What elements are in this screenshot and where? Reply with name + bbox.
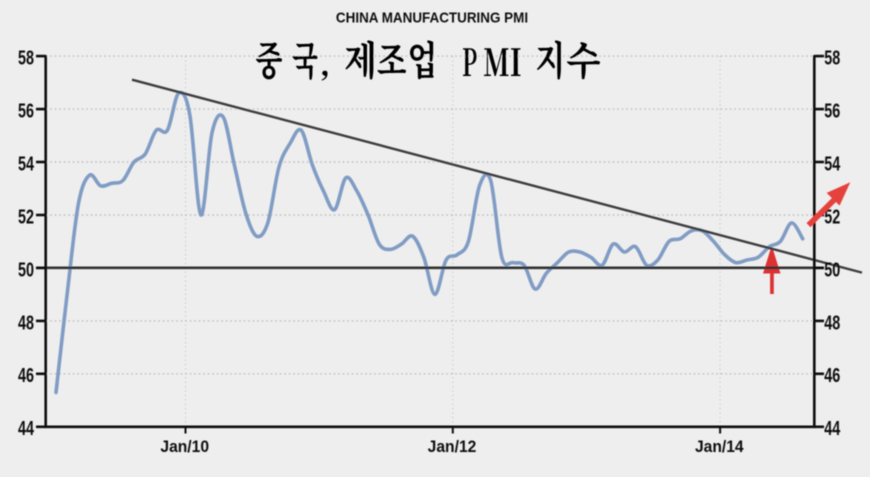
- svg-text:46: 46: [18, 364, 34, 387]
- svg-text:50: 50: [18, 258, 34, 281]
- svg-text:50: 50: [824, 258, 840, 281]
- svg-text:Jan/12: Jan/12: [428, 437, 477, 456]
- svg-text:Jan/14: Jan/14: [695, 437, 744, 456]
- svg-text:48: 48: [824, 311, 840, 334]
- svg-text:Jan/10: Jan/10: [160, 437, 209, 456]
- svg-text:CHINA MANUFACTURING PMI: CHINA MANUFACTURING PMI: [336, 10, 528, 27]
- svg-text:56: 56: [18, 99, 34, 122]
- svg-text:52: 52: [18, 205, 34, 228]
- svg-text:46: 46: [824, 364, 840, 387]
- svg-text:54: 54: [824, 152, 840, 175]
- svg-text:52: 52: [824, 205, 840, 228]
- svg-text:54: 54: [18, 152, 34, 175]
- svg-text:56: 56: [824, 99, 840, 122]
- svg-text:58: 58: [824, 46, 840, 69]
- svg-text:44: 44: [824, 417, 840, 440]
- svg-text:58: 58: [18, 46, 34, 69]
- svg-text:44: 44: [18, 417, 34, 440]
- svg-text:48: 48: [18, 311, 34, 334]
